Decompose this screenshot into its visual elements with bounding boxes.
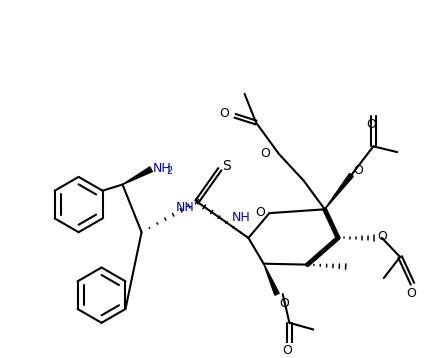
Text: NH: NH [176, 201, 194, 214]
Text: 2: 2 [166, 166, 172, 176]
Text: NH: NH [153, 162, 172, 175]
Text: NH: NH [232, 211, 250, 224]
Text: O: O [254, 206, 264, 219]
Text: O: O [260, 147, 270, 160]
Text: O: O [376, 231, 386, 243]
Text: O: O [219, 107, 229, 120]
Text: O: O [405, 286, 415, 300]
Text: O: O [278, 297, 288, 310]
Text: O: O [366, 118, 375, 131]
Text: O: O [282, 344, 292, 357]
Polygon shape [122, 167, 152, 184]
Polygon shape [324, 174, 353, 209]
Polygon shape [263, 264, 279, 295]
Text: O: O [353, 164, 362, 177]
Text: S: S [221, 159, 230, 173]
